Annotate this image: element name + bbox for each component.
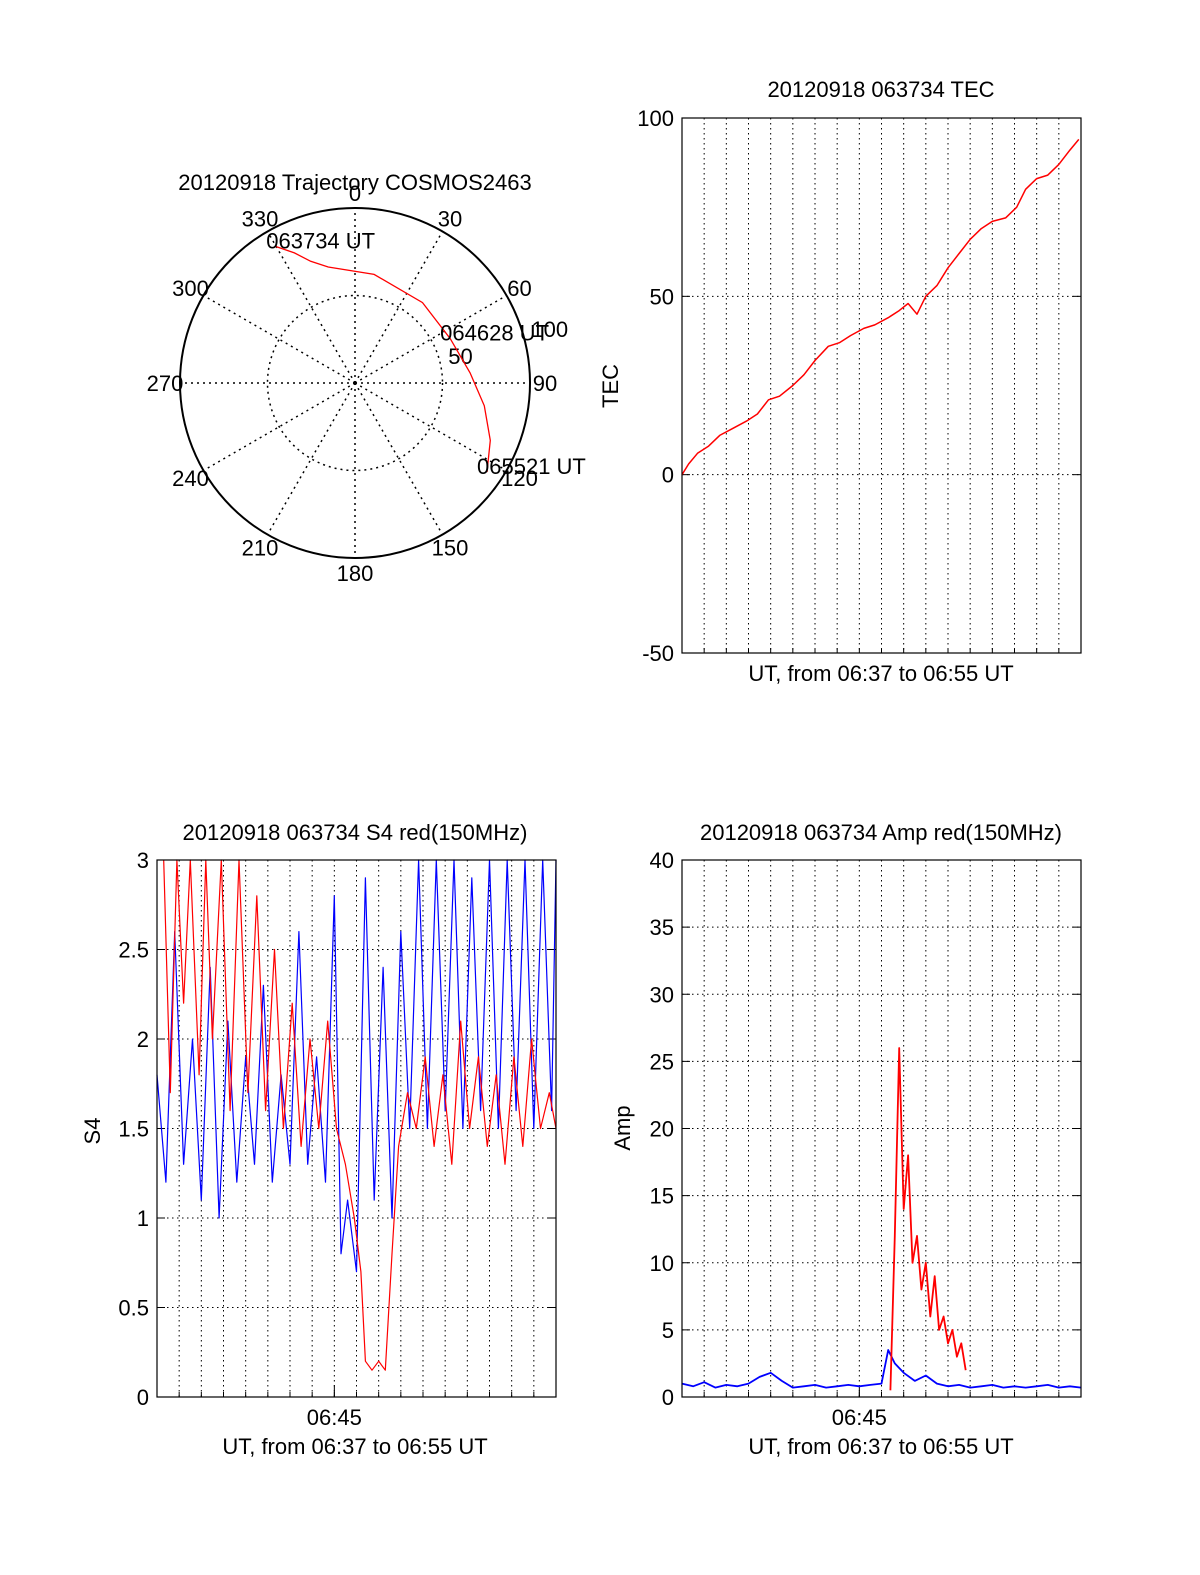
polar-angle-label: 120 — [501, 466, 538, 491]
polar-spoke — [266, 231, 356, 384]
series-line — [156, 859, 557, 1273]
polar-angle-label: 210 — [242, 536, 279, 561]
y-tick-label: 30 — [650, 982, 674, 1007]
series-line — [889, 1047, 967, 1391]
x-tick-label: 06:45 — [832, 1405, 887, 1430]
trajectory-time-label: 065521 UT — [477, 454, 586, 479]
trajectory-line — [275, 245, 491, 473]
amp-plot-area: 0 5 10 15 20 25 30 35 40 06:45 — [650, 848, 1082, 1430]
s4-xlabel: UT, from 06:37 to 06:55 UT — [222, 1434, 487, 1459]
y-tick-label: 5 — [662, 1318, 674, 1343]
plot-frame — [681, 859, 1082, 1398]
trajectory-time-label: 064628 UT — [440, 321, 549, 346]
polar-spoke — [203, 382, 356, 472]
amp-ylabel: Amp — [610, 1105, 635, 1150]
polar-spoke — [266, 382, 356, 535]
s4-ylabel: S4 — [80, 1118, 105, 1145]
y-tick-label: 1 — [137, 1206, 149, 1231]
y-tick-label: 15 — [650, 1184, 674, 1209]
polar-grid — [179, 207, 531, 559]
polar-angle-label: 150 — [432, 536, 469, 561]
amp-chart: 20120918 063734 Amp red(150MHz) UT, from… — [610, 820, 1082, 1459]
polar-angle-label: 330 — [242, 206, 279, 231]
tec-title: 20120918 063734 TEC — [767, 77, 994, 102]
y-tick-label: 20 — [650, 1117, 674, 1142]
y-tick-label: 0 — [662, 1385, 674, 1410]
y-tick-label: 25 — [650, 1049, 674, 1074]
polar-angle-label: 30 — [438, 206, 462, 231]
s4-plot-area: 0 0.5 1 1.5 2 2.5 3 06:45 — [118, 848, 557, 1430]
plot-frame — [681, 117, 1082, 654]
y-tick-label: 10 — [650, 1251, 674, 1276]
trajectory-annotations: 063734 UT 064628 UT 065521 UT — [266, 229, 586, 479]
s4-chart: 20120918 063734 S4 red(150MHz) UT, from … — [80, 820, 557, 1459]
polar-spoke — [203, 294, 356, 384]
tec-ylabel: TEC — [598, 364, 623, 408]
y-tick-label: 2 — [137, 1027, 149, 1052]
tec-chart: 20120918 063734 TEC UT, from 06:37 to 06… — [598, 77, 1082, 686]
s4-title: 20120918 063734 S4 red(150MHz) — [183, 820, 528, 845]
tec-plot-area: -50 0 50 100 — [637, 106, 1082, 666]
polar-angle-label: 300 — [172, 276, 209, 301]
polar-angle-label: 270 — [147, 371, 184, 396]
polar-title: 20120918 Trajectory COSMOS2463 — [178, 170, 531, 195]
x-tick-label: 06:45 — [307, 1405, 362, 1430]
y-tick-label: 35 — [650, 915, 674, 940]
y-tick-label: 3 — [137, 848, 149, 873]
polar-inner-circle — [266, 294, 444, 472]
tec-xlabel: UT, from 06:37 to 06:55 UT — [748, 661, 1013, 686]
y-tick-label: 100 — [637, 106, 674, 131]
plot-frame — [156, 859, 557, 1398]
y-tick-label: 0.5 — [118, 1296, 149, 1321]
y-tick-label: 0 — [662, 463, 674, 488]
polar-spoke — [354, 382, 507, 472]
polar-angle-label: 180 — [337, 561, 374, 586]
polar-angle-label: 0 — [349, 181, 361, 206]
y-tick-label: 2.5 — [118, 938, 149, 963]
y-tick-label: 0 — [137, 1385, 149, 1410]
y-tick-label: -50 — [642, 641, 674, 666]
polar-trajectory-chart: 20120918 Trajectory COSMOS2463 0 30 60 90 12… — [147, 170, 586, 586]
y-tick-label: 40 — [650, 848, 674, 873]
y-tick-label: 1.5 — [118, 1117, 149, 1142]
trajectory-time-label: 063734 UT — [266, 229, 375, 254]
polar-angle-label: 90 — [533, 371, 557, 396]
series-line — [681, 1349, 1082, 1389]
polar-spoke — [354, 294, 507, 384]
polar-spoke — [354, 231, 444, 384]
polar-spoke — [354, 382, 444, 535]
amp-xlabel: UT, from 06:37 to 06:55 UT — [748, 1434, 1013, 1459]
trajectory-path — [275, 245, 491, 473]
polar-angle-labels: 0 30 60 90 120 150 180 210 240 270 300 330 — [147, 181, 558, 586]
y-tick-label: 50 — [650, 284, 674, 309]
series-line — [681, 138, 1080, 476]
polar-angle-label: 60 — [507, 276, 531, 301]
polar-angle-label: 240 — [172, 466, 209, 491]
amp-title: 20120918 063734 Amp red(150MHz) — [700, 820, 1062, 845]
polar-radius-label: 100 — [531, 317, 568, 342]
